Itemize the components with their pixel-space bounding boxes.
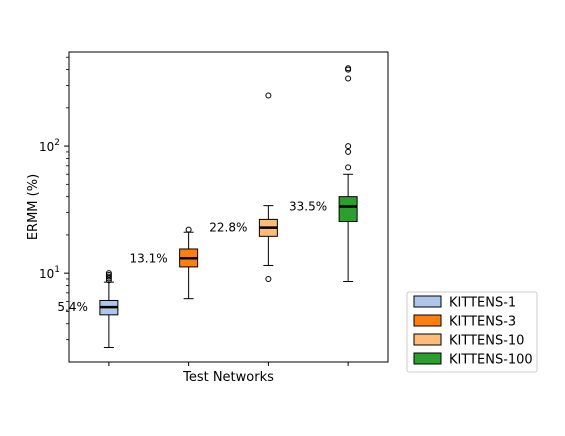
x-axis-label: Test Networks bbox=[182, 370, 274, 385]
legend: KITTENS-1 KITTENS-3 KITTENS-10 KITTENS-100 bbox=[406, 291, 538, 373]
legend-label: KITTENS-1 bbox=[449, 296, 516, 311]
legend-label: KITTENS-10 bbox=[449, 334, 524, 349]
legend-swatch bbox=[413, 314, 442, 327]
legend-swatch bbox=[413, 333, 442, 346]
median-label: 13.1% bbox=[130, 251, 168, 265]
outlier-point bbox=[345, 164, 352, 171]
legend-label: KITTENS-100 bbox=[449, 353, 533, 368]
outlier-point bbox=[105, 271, 112, 278]
plot-frame bbox=[68, 51, 389, 363]
y-axis: 101 102 bbox=[39, 56, 69, 341]
box-kittens-10: 22.8% bbox=[209, 92, 278, 282]
median-label: 33.5% bbox=[289, 199, 327, 213]
legend-label: KITTENS-3 bbox=[449, 315, 516, 330]
median-label: 22.8% bbox=[209, 221, 247, 235]
outlier-point bbox=[265, 275, 272, 282]
outlier-point bbox=[345, 65, 352, 72]
outlier-point bbox=[345, 148, 352, 155]
outlier-point bbox=[105, 273, 112, 280]
y-axis-label: ERMM (%) bbox=[26, 174, 41, 240]
legend-swatch bbox=[413, 295, 442, 308]
boxes: 5.4% 13.1% 22.8% 33.5% bbox=[57, 65, 358, 349]
legend-swatch bbox=[413, 352, 442, 365]
outlier-point bbox=[345, 75, 352, 82]
outlier-point bbox=[185, 226, 192, 233]
box-body bbox=[338, 196, 358, 223]
y-tick-label: 102 bbox=[39, 138, 60, 154]
median-label: 5.4% bbox=[57, 300, 88, 314]
y-tick-label: 101 bbox=[39, 265, 60, 281]
legend-frame bbox=[406, 291, 538, 373]
box-kittens-3: 13.1% bbox=[130, 226, 199, 300]
box-kittens-100: 33.5% bbox=[289, 65, 358, 282]
outlier-point bbox=[345, 143, 352, 150]
outlier-point bbox=[105, 270, 112, 277]
outlier-point bbox=[265, 92, 272, 99]
x-ticks bbox=[108, 362, 349, 366]
box-kittens-1: 5.4% bbox=[57, 270, 119, 349]
